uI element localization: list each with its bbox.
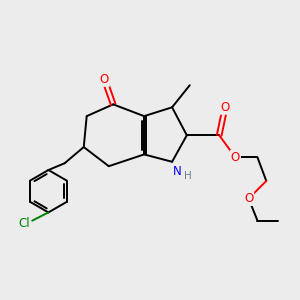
Text: H: H	[184, 171, 191, 181]
Text: N: N	[173, 165, 182, 178]
Text: O: O	[220, 101, 230, 114]
Text: Cl: Cl	[19, 217, 30, 230]
Text: O: O	[231, 151, 240, 164]
Text: O: O	[100, 73, 109, 86]
Text: O: O	[244, 192, 253, 205]
